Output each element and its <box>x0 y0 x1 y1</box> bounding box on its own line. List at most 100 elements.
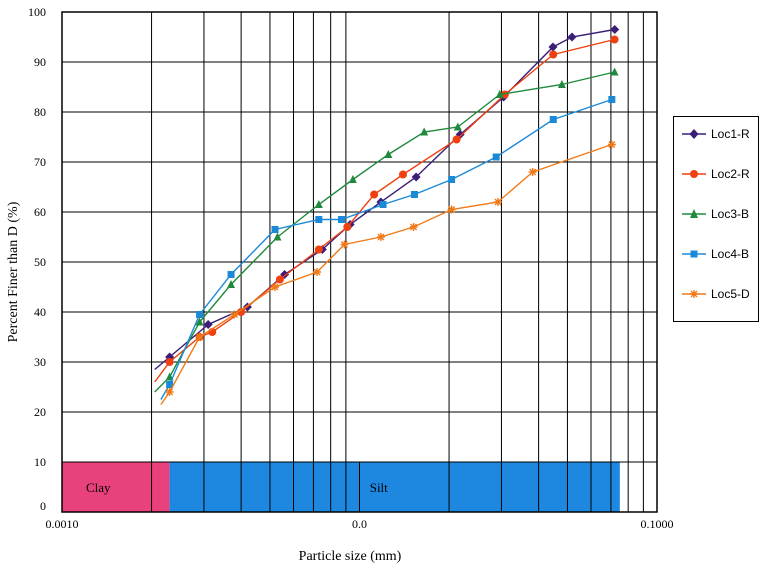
series-loc4-b <box>160 96 616 400</box>
data-point <box>314 200 323 208</box>
y-axis-title: Percent Finer than D (%) <box>6 201 21 342</box>
data-point <box>608 96 616 103</box>
data-point <box>271 283 280 291</box>
data-point <box>230 310 239 319</box>
tick-labels: 0 10 20 30 40 50 60 70 80 90 100 0.0010 0.0 0.1000 <box>28 5 674 531</box>
y-tick-label: 90 <box>34 55 46 69</box>
data-point <box>166 381 174 388</box>
data-point <box>313 268 322 276</box>
band-label-silt: Silt <box>370 480 388 495</box>
x-tick-label: 0.0010 <box>46 517 79 531</box>
data-point <box>548 42 558 52</box>
data-point <box>610 67 619 76</box>
data-point <box>384 150 393 158</box>
data-point <box>338 216 346 223</box>
legend-item: Loc4-B <box>680 246 749 262</box>
series-loc2-r <box>154 35 619 383</box>
y-tick-label: 20 <box>34 405 46 419</box>
legend-marker <box>682 170 706 178</box>
series-loc1-r <box>154 25 620 371</box>
data-point <box>447 205 456 214</box>
data-point <box>348 175 357 183</box>
y-tick-label: 40 <box>34 305 46 319</box>
data-point <box>340 240 349 249</box>
y-tick-label: 50 <box>34 255 46 269</box>
data-point <box>567 32 577 42</box>
x-tick-label: 0.1000 <box>641 517 674 531</box>
legend-label: Loc5-D <box>711 287 750 301</box>
data-point <box>273 232 282 241</box>
data-point <box>453 122 462 131</box>
data-point <box>410 191 418 198</box>
data-point <box>196 311 204 318</box>
legend-label: Loc3-B <box>711 207 750 221</box>
series-loc3-b <box>154 67 619 393</box>
legend-item: Loc5-D <box>680 286 750 302</box>
data-point <box>607 140 616 149</box>
band-label-clay: Clay <box>86 480 111 495</box>
plot-frame <box>61 11 658 513</box>
y-tick-label: 80 <box>34 105 46 119</box>
data-point <box>343 223 352 231</box>
legend-marker <box>682 209 706 218</box>
data-point <box>448 176 456 183</box>
series-loc5-d <box>160 140 616 405</box>
legend: Loc1-R Loc2-R Loc3-B Loc4-B Loc5-D <box>673 116 759 322</box>
series-layer <box>154 25 620 405</box>
y-tick-label: 100 <box>28 5 46 19</box>
data-point <box>409 223 418 231</box>
legend-label: Loc1-R <box>711 127 750 141</box>
y-tick-label: 10 <box>34 455 46 469</box>
legend-label: Loc2-R <box>711 167 750 181</box>
data-point <box>227 280 236 288</box>
data-point <box>379 201 387 208</box>
data-point <box>165 358 174 366</box>
data-point <box>227 271 235 278</box>
data-point <box>411 172 421 182</box>
data-point <box>610 35 619 44</box>
data-point <box>492 153 500 161</box>
series-line <box>154 38 615 383</box>
data-point <box>495 90 504 98</box>
legend-item: Loc2-R <box>680 166 750 182</box>
classification-bands: Clay Silt <box>62 461 657 512</box>
legend-marker <box>682 290 706 298</box>
data-point <box>195 317 204 326</box>
y-tick-label: 0 <box>40 499 46 513</box>
data-point <box>314 245 323 254</box>
legend-marker <box>682 129 706 139</box>
data-point <box>452 135 461 144</box>
data-point <box>275 275 284 284</box>
legend-label: Loc4-B <box>711 247 750 261</box>
data-point <box>165 388 174 396</box>
series-line <box>154 71 615 393</box>
data-point <box>528 168 537 176</box>
data-point <box>549 116 557 123</box>
x-tick-label: 0.0 <box>352 517 367 531</box>
legend-item: Loc3-B <box>680 206 749 222</box>
series-line <box>160 98 613 400</box>
y-tick-label: 60 <box>34 205 46 219</box>
data-point <box>195 333 204 341</box>
data-point <box>237 308 246 316</box>
data-point <box>315 216 323 223</box>
band-clay <box>62 462 170 512</box>
data-point <box>549 50 558 59</box>
legend-item: Loc1-R <box>680 126 750 142</box>
grid-layer <box>62 12 657 512</box>
data-point <box>610 25 620 34</box>
data-point <box>420 127 429 136</box>
x-axis-title: Particle size (mm) <box>299 549 402 564</box>
data-point <box>493 198 502 206</box>
data-point <box>398 170 407 179</box>
y-tick-label: 70 <box>34 155 46 169</box>
data-point <box>203 320 213 329</box>
legend-marker <box>682 250 706 258</box>
data-point <box>376 233 385 241</box>
y-tick-label: 30 <box>34 355 46 369</box>
series-line <box>154 28 615 371</box>
data-point <box>370 190 379 199</box>
band-silt <box>169 462 620 512</box>
data-point <box>557 80 566 88</box>
